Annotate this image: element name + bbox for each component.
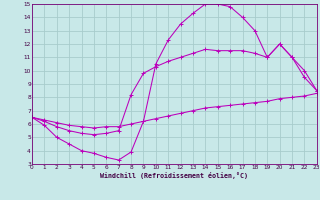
X-axis label: Windchill (Refroidissement éolien,°C): Windchill (Refroidissement éolien,°C) bbox=[100, 172, 248, 179]
